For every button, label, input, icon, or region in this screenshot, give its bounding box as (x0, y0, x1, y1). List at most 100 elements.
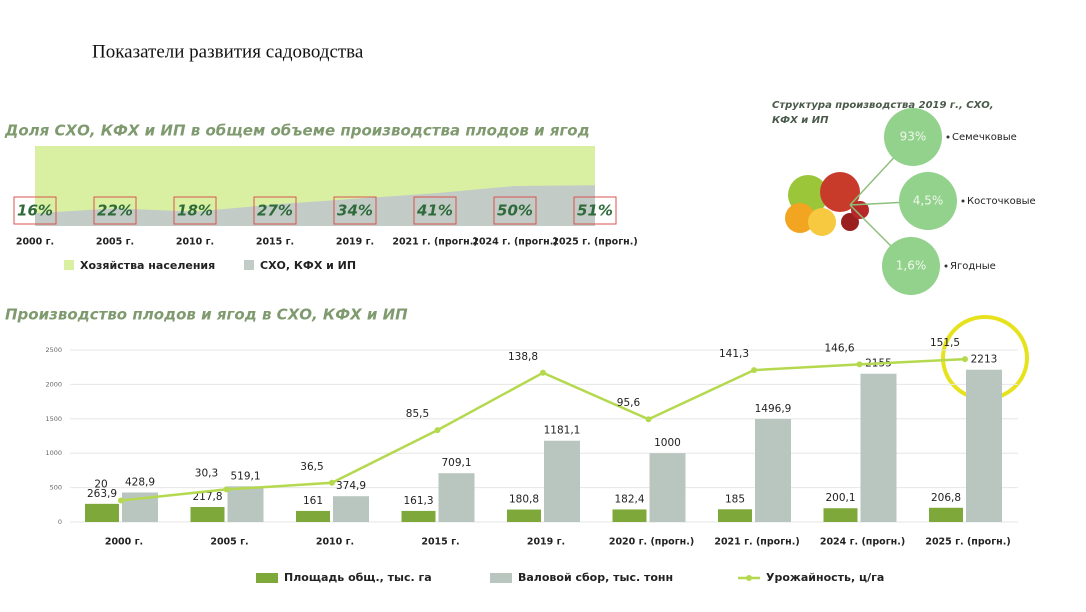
legend-swatch (256, 573, 278, 583)
x-tick-label: 2015 г. (256, 237, 294, 248)
label-box (493, 196, 537, 225)
point (434, 427, 441, 434)
value-label: 20 (94, 479, 107, 491)
bar (612, 509, 647, 522)
value-label: 185 (725, 493, 745, 505)
value-label: 22% (97, 202, 133, 220)
value-label: 51% (577, 202, 613, 220)
bar (823, 508, 858, 522)
bar (85, 503, 119, 522)
bubble (899, 172, 957, 230)
value-label: 1496,9 (755, 403, 792, 415)
bar (190, 507, 225, 522)
point (118, 497, 124, 504)
label-box (573, 196, 617, 225)
x-tick-label: 2000 г. (105, 537, 143, 548)
point (223, 486, 230, 493)
legend-swatch (244, 260, 254, 270)
point (329, 479, 335, 486)
value-label: 161,3 (403, 495, 433, 507)
x-tick-label: 2019 г. (527, 537, 565, 548)
category-label: Семечковые (952, 132, 1017, 143)
value-label: 263,9 (87, 488, 117, 500)
value-label: 146,6 (824, 342, 854, 354)
x-tick-label: 2021 г. (прогн.) (392, 237, 477, 248)
legend-label: Хозяйства населения (80, 259, 215, 272)
value-label: 16% (17, 202, 53, 220)
value-label: 93% (900, 130, 927, 144)
y-tick-label: 1000 (45, 449, 62, 457)
y-tick-label: 2000 (45, 380, 62, 388)
label-box (93, 196, 137, 225)
chart-title: Производство плодов и ягод в СХО, КФХ и … (5, 306, 408, 324)
bar (755, 419, 791, 522)
label-box (413, 196, 457, 225)
value-label: 151,5 (930, 337, 960, 349)
value-label: 374,9 (336, 480, 366, 492)
x-tick-label: 2025 г. (прогн.) (925, 537, 1010, 548)
value-label: 36,5 (300, 461, 323, 473)
fruit-illustration (785, 172, 869, 236)
bar (966, 369, 1002, 522)
x-tick-label: 2005 г. (96, 237, 134, 248)
bar (860, 373, 897, 522)
point (645, 416, 652, 423)
label-box (333, 196, 377, 225)
point (856, 361, 863, 368)
point (962, 356, 968, 363)
value-label: 519,1 (230, 470, 260, 482)
bar (929, 507, 963, 522)
value-label: 206,8 (931, 492, 961, 504)
value-label: 50% (497, 202, 533, 220)
legend-swatch (746, 575, 752, 581)
bar (544, 440, 580, 522)
bullet (944, 264, 948, 268)
bar (649, 453, 686, 522)
area (35, 185, 595, 226)
value-label: 95,6 (617, 397, 641, 409)
page-title: Показатели развития садоводства (92, 41, 364, 62)
bubble (882, 237, 940, 295)
x-tick-label: 2005 г. (210, 537, 248, 548)
category-label: Косточковые (967, 196, 1036, 207)
bar (507, 509, 541, 522)
bar (296, 510, 330, 522)
value-label: 2213 (971, 354, 998, 366)
category-label: Ягодные (950, 261, 996, 272)
value-label: 34% (337, 202, 373, 220)
x-tick-label: 2025 г. (прогн.) (552, 237, 637, 248)
value-label: 709,1 (441, 457, 471, 469)
value-label: 141,3 (719, 348, 749, 360)
x-tick-label: 2024 г. (прогн.) (820, 537, 905, 548)
x-tick-label: 2024 г. (прогн.) (472, 237, 557, 248)
x-tick-label: 2010 г. (316, 537, 354, 548)
point (540, 369, 546, 376)
value-label: 1181,1 (544, 425, 581, 437)
x-tick-label: 2021 г. (прогн.) (714, 537, 799, 548)
label-box (173, 196, 217, 225)
x-tick-label: 2015 г. (421, 537, 459, 548)
bullet (946, 135, 950, 139)
y-tick-label: 500 (50, 484, 62, 492)
point (751, 367, 757, 374)
bar (401, 510, 436, 522)
value-label: 182,4 (614, 493, 644, 505)
legend-swatch (64, 260, 74, 270)
bubble (884, 108, 942, 166)
value-label: 18% (177, 202, 213, 220)
label-box (253, 196, 297, 225)
value-label: 41% (416, 202, 453, 220)
y-tick-label: 2500 (45, 346, 62, 354)
x-tick-label: 2019 г. (336, 237, 374, 248)
x-tick-label: 2020 г. (прогн.) (609, 537, 694, 548)
value-label: 180,8 (509, 494, 539, 506)
value-label: 27% (257, 202, 293, 220)
x-tick-label: 2000 г. (16, 237, 54, 248)
value-label: 200,1 (825, 492, 855, 504)
legend-label: СХО, КФХ и ИП (260, 259, 356, 272)
legend-label: Площадь общ., тыс. га (284, 571, 432, 584)
y-tick-label: 0 (58, 518, 62, 526)
